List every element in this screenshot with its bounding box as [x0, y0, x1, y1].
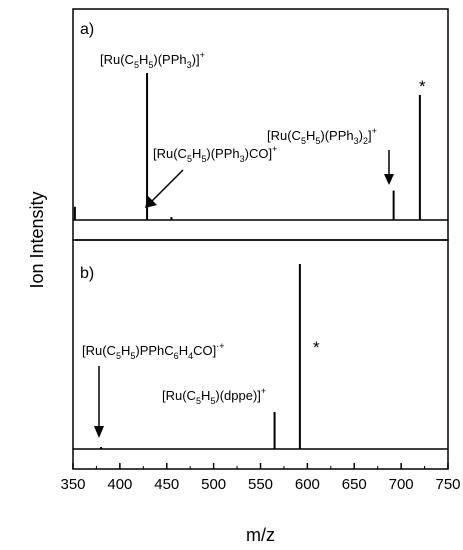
x-tick-label-400: 400	[107, 476, 132, 493]
x-axis-title: m/z	[246, 525, 275, 545]
annotation-asterisk-a: *	[419, 77, 426, 96]
panel-b-peaks	[100, 264, 301, 449]
annotation-ru-cp-pph3-co: [Ru(C5H5)(PPh3)CO]+	[153, 144, 277, 164]
annotation-ru-cp-pphc6h4co: [Ru(C5H5)PPhC6H4CO]·+	[82, 341, 224, 361]
x-tick-label-350: 350	[60, 476, 85, 493]
x-axis: 350 400 450 500 550 600 650 700 750	[60, 463, 461, 493]
annotation-ru-cp-pph3-2: [Ru(C5H5)(PPh3)2]+	[267, 126, 377, 146]
y-axis-title: Ion Intensity	[27, 191, 47, 288]
x-tick-label-600: 600	[295, 476, 320, 493]
arrow-a-pph3-2	[384, 150, 394, 185]
arrow-a-co	[145, 169, 184, 208]
x-tick-label-450: 450	[154, 476, 179, 493]
x-tick-label-650: 650	[342, 476, 367, 493]
panel-a-frame	[72, 8, 449, 241]
annotation-ru-cp-dppe: [Ru(C5H5)(dppe)]+	[162, 386, 266, 406]
x-tick-label-500: 500	[201, 476, 226, 493]
annotation-asterisk-b: *	[313, 338, 320, 357]
panel-a-label: a)	[80, 21, 94, 38]
arrow-b-pphc6h4co	[94, 366, 104, 438]
panel-b-label: b)	[80, 265, 94, 282]
panel-a-peaks	[73, 73, 421, 220]
x-tick-label-550: 550	[248, 476, 273, 493]
x-tick-label-700: 700	[389, 476, 414, 493]
x-tick-label-750: 750	[435, 476, 460, 493]
annotation-ru-cp-pph3: [Ru(C5H5)(PPh3)]+	[100, 50, 205, 70]
